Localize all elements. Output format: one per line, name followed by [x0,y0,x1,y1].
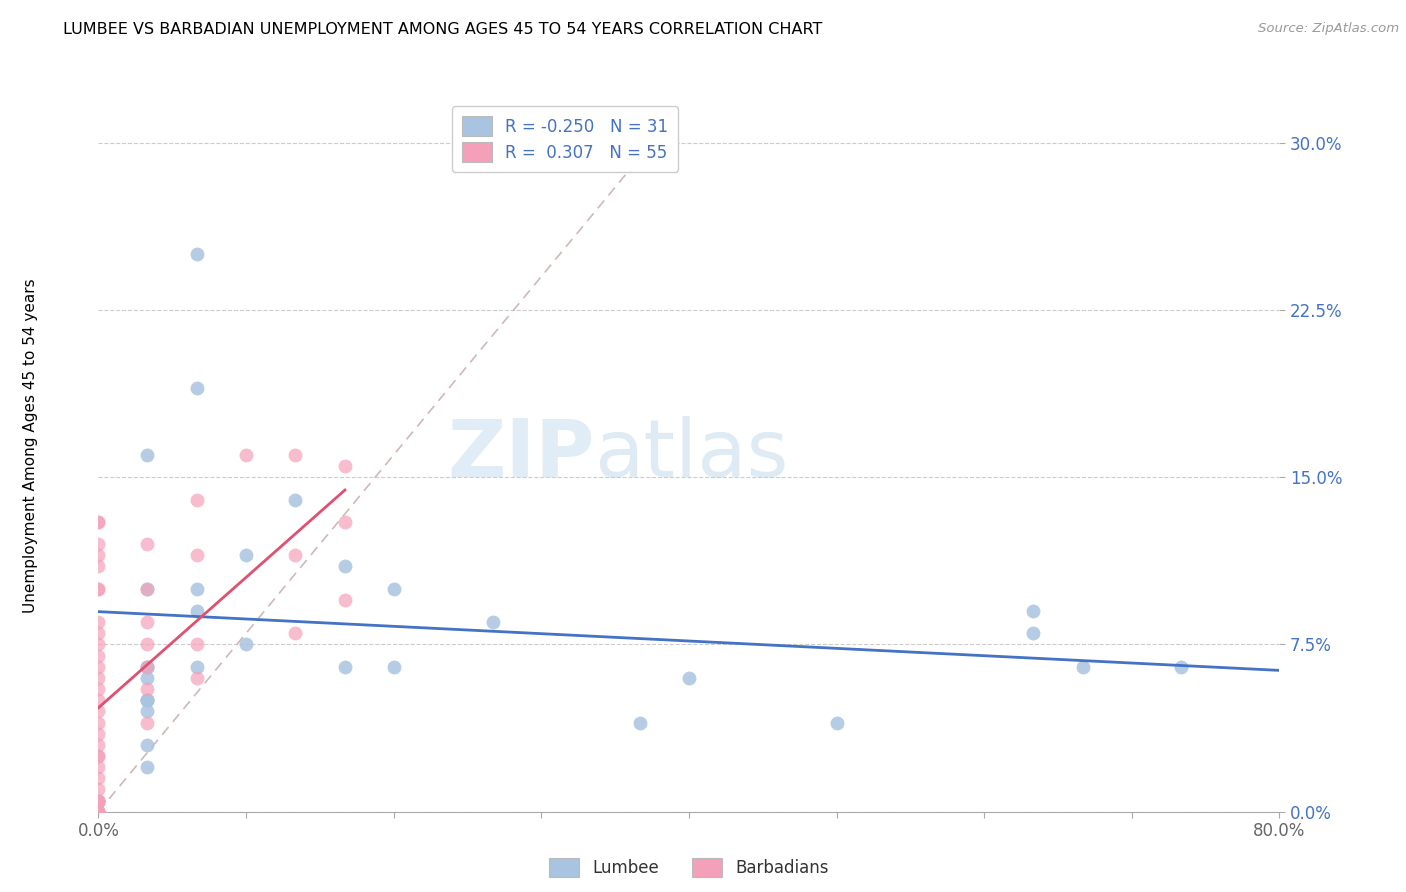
Point [136,448,159,462]
Point [136,693,159,707]
Point [186,548,208,563]
Point [136,671,159,685]
Point [87,660,110,674]
Point [1022,604,1045,618]
Point [87,726,110,740]
Point [235,548,257,563]
Point [284,626,307,640]
Point [186,637,208,651]
Point [87,559,110,574]
Point [136,705,159,719]
Point [87,715,110,730]
Point [284,492,307,507]
Point [825,715,848,730]
Point [136,681,159,696]
Point [87,671,110,685]
Point [333,592,356,607]
Point [235,637,257,651]
Point [87,738,110,752]
Point [87,760,110,774]
Point [87,805,110,819]
Point [87,615,110,630]
Point [186,492,208,507]
Point [678,671,700,685]
Point [87,771,110,786]
Point [87,805,110,819]
Point [87,705,110,719]
Point [87,749,110,764]
Legend: Lumbee, Barbadians: Lumbee, Barbadians [540,849,838,886]
Point [87,582,110,596]
Point [87,805,110,819]
Point [87,794,110,808]
Text: Unemployment Among Ages 45 to 54 years: Unemployment Among Ages 45 to 54 years [24,278,38,614]
Point [87,794,110,808]
Point [382,660,405,674]
Point [333,459,356,474]
Point [87,749,110,764]
Point [136,715,159,730]
Point [136,660,159,674]
Point [87,582,110,596]
Text: atlas: atlas [595,416,789,494]
Point [284,548,307,563]
Point [136,693,159,707]
Point [481,615,503,630]
Point [136,660,159,674]
Point [136,537,159,551]
Point [87,794,110,808]
Point [382,582,405,596]
Point [87,805,110,819]
Point [87,805,110,819]
Point [87,805,110,819]
Point [136,637,159,651]
Point [235,448,257,462]
Point [186,582,208,596]
Point [1071,660,1094,674]
Point [87,515,110,529]
Point [284,448,307,462]
Point [1170,660,1192,674]
Point [186,247,208,261]
Point [136,738,159,752]
Point [87,794,110,808]
Point [87,805,110,819]
Point [186,381,208,395]
Point [1022,626,1045,640]
Point [87,537,110,551]
Point [136,582,159,596]
Point [136,615,159,630]
Text: Source: ZipAtlas.com: Source: ZipAtlas.com [1258,22,1399,36]
Point [87,693,110,707]
Point [136,693,159,707]
Point [186,604,208,618]
Point [87,515,110,529]
Point [136,660,159,674]
Point [87,782,110,797]
Point [333,660,356,674]
Point [87,626,110,640]
Point [333,559,356,574]
Point [333,515,356,529]
Point [87,681,110,696]
Point [628,715,651,730]
Point [87,548,110,563]
Point [186,660,208,674]
Point [87,805,110,819]
Point [87,637,110,651]
Text: ZIP: ZIP [447,416,595,494]
Point [87,648,110,663]
Point [136,582,159,596]
Text: LUMBEE VS BARBADIAN UNEMPLOYMENT AMONG AGES 45 TO 54 YEARS CORRELATION CHART: LUMBEE VS BARBADIAN UNEMPLOYMENT AMONG A… [63,22,823,37]
Point [136,760,159,774]
Point [87,794,110,808]
Point [186,671,208,685]
